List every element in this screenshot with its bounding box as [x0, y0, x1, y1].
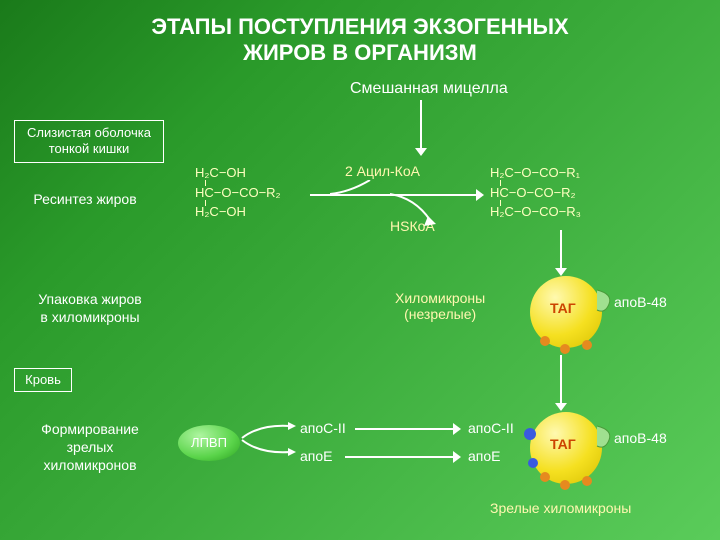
arrow-head-down	[555, 268, 567, 276]
formula-left-l1: H₂C−OH	[195, 165, 246, 180]
box-mucosa-l1: Слизистая оболочка	[27, 125, 151, 140]
bond	[500, 180, 501, 186]
label-chylo-mature: Зрелые хиломикроны	[490, 500, 631, 516]
row-pack: Упаковка жиров в хиломикроны	[20, 290, 160, 326]
formula-left-l2: HC−O−CO−R₂	[195, 185, 281, 200]
title-line-2: ЖИРОВ В ОРГАНИЗМ	[243, 40, 477, 65]
box-blood: Кровь	[14, 368, 72, 392]
formula-right: H₂C−O−CO−R₁ HC−O−CO−R₂ H₂C−O−CO−R₃	[490, 163, 581, 222]
chylo-immature-l2: (незрелые)	[404, 306, 476, 322]
reaction-curve	[330, 180, 440, 228]
label-acyl: 2 Ацил-КоА	[345, 163, 420, 179]
row-mature-l3: хиломикронов	[43, 457, 136, 473]
row-mature: Формирование зрелых хиломикронов	[20, 420, 160, 475]
formula-left-l3: H₂C−OH	[195, 204, 246, 219]
arrow-apoe-right	[345, 456, 455, 458]
formula-left: H₂C−OH HC−O−CO−R₂ H₂C−OH	[195, 163, 281, 222]
formula-right-l2: HC−O−CO−R₂	[490, 185, 576, 200]
subtitle-micella: Смешанная мицелла	[350, 80, 508, 98]
dot-orange	[540, 472, 550, 482]
row-mature-l2: зрелых	[67, 439, 114, 455]
label-chylo-immature: Хиломикроны (незрелые)	[395, 290, 485, 322]
formula-right-l3: H₂C−O−CO−R₃	[490, 204, 581, 219]
bond	[205, 200, 206, 206]
label-apocii-1: апоС-II	[300, 420, 346, 436]
row-mature-l1: Формирование	[41, 421, 139, 437]
dot-orange	[560, 480, 570, 490]
tag-text-1: ТАГ	[550, 300, 576, 316]
bond	[205, 180, 206, 186]
arrow-apocii-right	[355, 428, 455, 430]
dot-orange	[582, 476, 592, 486]
dot-orange	[560, 344, 570, 354]
lpvp: ЛПВП	[178, 425, 240, 461]
arrow-head-down	[415, 148, 427, 156]
arrow-tag-down	[560, 355, 562, 405]
label-apoe-1: апоЕ	[300, 448, 333, 464]
lpvp-arrows	[240, 420, 300, 460]
arrow-head-right	[476, 189, 484, 201]
row-pack-l2: в хиломикроны	[40, 309, 139, 325]
row-pack-l1: Упаковка жиров	[38, 291, 141, 307]
arrow-head-down	[555, 403, 567, 411]
label-apoe-2: апоЕ	[468, 448, 501, 464]
label-apob48-1: апоВ-48	[614, 294, 667, 310]
bond	[500, 200, 501, 206]
chylo-immature-l1: Хиломикроны	[395, 290, 485, 306]
box-mucosa-l2: тонкой кишки	[49, 141, 129, 156]
arrow-micella-down	[420, 100, 422, 150]
dot-blue	[524, 428, 536, 440]
box-mucosa: Слизистая оболочка тонкой кишки	[14, 120, 164, 163]
arrow-head-right	[453, 423, 461, 435]
label-apocii-2: апоС-II	[468, 420, 514, 436]
title-line-1: ЭТАПЫ ПОСТУПЛЕНИЯ ЭКЗОГЕННЫХ	[151, 14, 568, 39]
row-resynth: Ресинтез жиров	[20, 190, 150, 208]
dot-blue	[528, 458, 538, 468]
label-apob48-2: апоВ-48	[614, 430, 667, 446]
formula-right-l1: H₂C−O−CO−R₁	[490, 165, 580, 180]
arrow-head-right	[453, 451, 461, 463]
dot-orange	[540, 336, 550, 346]
dot-orange	[582, 340, 592, 350]
apob48-shape-1	[595, 288, 617, 318]
slide-title: ЭТАПЫ ПОСТУПЛЕНИЯ ЭКЗОГЕННЫХ ЖИРОВ В ОРГ…	[0, 0, 720, 67]
tag-text-2: ТАГ	[550, 436, 576, 452]
arrow-to-tag	[560, 230, 562, 270]
